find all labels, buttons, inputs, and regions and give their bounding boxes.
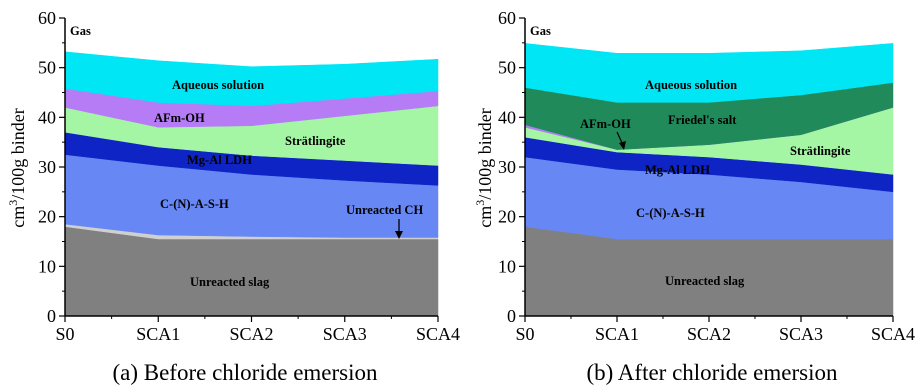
panel-a-label-unreacted-slag: Unreacted slag xyxy=(190,275,270,289)
panel-b-label-gas: Gas xyxy=(530,24,551,38)
panel-b-areas xyxy=(524,17,894,317)
panel-b-caption: (b) After chloride emersion xyxy=(587,360,838,385)
panel-b-afm-oh-arrow xyxy=(616,131,626,150)
panel-b-y-tick-label-0: 0 xyxy=(507,306,516,326)
panel-a-caption: (a) Before chloride emersion xyxy=(112,360,378,385)
panel-a-area-unreacted-slag xyxy=(64,226,439,317)
panel-b-x-tick-label-sca3: SCA3 xyxy=(779,324,823,344)
panel-b-label-unreacted-slag: Unreacted slag xyxy=(665,274,745,288)
panel-a-unreacted-ch-arrow xyxy=(395,219,403,239)
panel-a-x-tick-label-s0: S0 xyxy=(55,324,74,344)
panel-a-y-tick-label-20: 20 xyxy=(38,207,56,227)
panel-a-y-tick-label-50: 50 xyxy=(38,58,56,78)
panel-a-areas xyxy=(64,17,439,317)
panel-b-y-tick-label-40: 40 xyxy=(498,107,516,127)
panel-a-y-tick-label-60: 60 xyxy=(38,8,56,28)
panel-a-label-afm-oh: AFm-OH xyxy=(154,111,205,125)
panel-b-ticks: 0 10 20 30 40 50 60 S0 SCA1 SCA2 SCA3 SCA4 xyxy=(498,8,915,344)
panel-a-before-chloride: 0 10 20 30 40 50 60 S0 SCA1 SCA2 SCA3 SCA4 cm3/100g… xyxy=(6,8,460,385)
panel-a-x-tick-label-sca2: SCA2 xyxy=(229,324,273,344)
panel-a-label-gas: Gas xyxy=(70,24,91,38)
panel-b-x-tick-label-sca2: SCA2 xyxy=(687,324,731,344)
panel-b-after-chloride: 0 10 20 30 40 50 60 S0 SCA1 SCA2 SCA3 SCA4 cm3/100g… xyxy=(473,8,915,385)
panel-b-label-aqueous-solution: Aqueous solution xyxy=(645,78,737,92)
panel-a-y-tick-label-10: 10 xyxy=(38,256,56,276)
panel-a-label-mg-al-ldh: Mg-Al LDH xyxy=(187,153,252,167)
panel-a-y-tick-label-30: 30 xyxy=(38,157,56,177)
panel-a-label-c-n-a-s-h: C-(N)-A-S-H xyxy=(160,197,229,211)
panel-b-x-tick-label-sca4: SCA4 xyxy=(871,324,915,344)
panel-b-y-tick-label-30: 30 xyxy=(498,157,516,177)
panel-a-label-stratlingite: Strätlingite xyxy=(285,134,346,148)
panel-b-y-axis-title: cm3/100g binder xyxy=(473,108,495,228)
panel-b-x-tick-label-sca1: SCA1 xyxy=(595,324,639,344)
panel-b-x-tick-label-s0: S0 xyxy=(515,324,534,344)
panel-b-y-tick-label-10: 10 xyxy=(498,256,516,276)
panel-b-label-c-n-a-s-h: C-(N)-A-S-H xyxy=(636,206,705,220)
panel-a-y-tick-label-40: 40 xyxy=(38,107,56,127)
panel-a-y-tick-label-0: 0 xyxy=(47,306,56,326)
panel-b-label-stratlingite: Strätlingite xyxy=(790,144,851,158)
panel-a-x-tick-label-sca1: SCA1 xyxy=(136,324,180,344)
panel-a-label-unreacted-ch: Unreacted CH xyxy=(346,203,423,217)
panel-b-y-tick-label-20: 20 xyxy=(498,207,516,227)
panel-b-y-tick-label-50: 50 xyxy=(498,58,516,78)
panel-b-y-tick-label-60: 60 xyxy=(498,8,516,28)
panel-b-label-afm-oh: AFm-OH xyxy=(580,117,631,131)
panel-b-label-mg-al-ldh: Mg-Al LDH xyxy=(645,163,710,177)
panel-a-x-tick-label-sca4: SCA4 xyxy=(416,324,460,344)
panel-a-ticks: 0 10 20 30 40 50 60 S0 SCA1 SCA2 SCA3 SCA4 xyxy=(38,8,460,344)
panel-a-x-tick-label-sca3: SCA3 xyxy=(323,324,367,344)
panel-b-label-friedels-salt: Friedel's salt xyxy=(668,113,737,127)
panel-a-area-gas xyxy=(64,17,439,67)
panel-a-label-aqueous-solution: Aqueous solution xyxy=(172,78,264,92)
panel-b-area-gas xyxy=(524,17,894,54)
panel-a-y-axis-title: cm3/100g binder xyxy=(6,108,28,228)
panel-b-area-unreacted-slag xyxy=(524,226,894,317)
